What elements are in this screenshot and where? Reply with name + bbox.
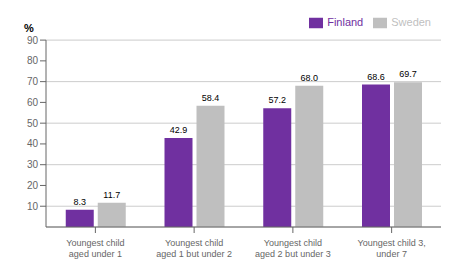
svg-text:57.2: 57.2 [268,95,286,105]
svg-text:8.3: 8.3 [73,197,86,207]
svg-text:58.4: 58.4 [202,93,220,103]
svg-text:Youngest childaged under 1: Youngest childaged under 1 [66,238,124,259]
svg-text:10: 10 [27,201,39,212]
svg-text:%: % [24,22,34,34]
html-text:Finland: Finland [327,16,364,28]
html-text:Sweden: Sweden [391,16,431,28]
svg-text:40: 40 [27,138,39,149]
svg-text:Youngest childaged 1 but under: Youngest childaged 1 but under 2 [156,238,232,259]
svg-text:70: 70 [27,76,39,87]
svg-text:69.7: 69.7 [399,69,417,79]
svg-text:11.7: 11.7 [103,190,120,200]
svg-text:Youngest childaged 2 but under: Youngest childaged 2 but under 3 [255,238,331,259]
svg-text:Youngest child 3,under 7: Youngest child 3,under 7 [358,238,426,259]
svg-text:42.9: 42.9 [170,125,188,135]
svg-text:80: 80 [27,55,39,66]
svg-text:68.6: 68.6 [367,72,385,82]
svg-text:20: 20 [27,180,39,191]
svg-text:90: 90 [27,35,39,46]
svg-text:68.0: 68.0 [300,73,318,83]
svg-text:60: 60 [27,97,39,108]
svg-text:30: 30 [27,159,39,170]
svg-text:50: 50 [27,118,39,129]
